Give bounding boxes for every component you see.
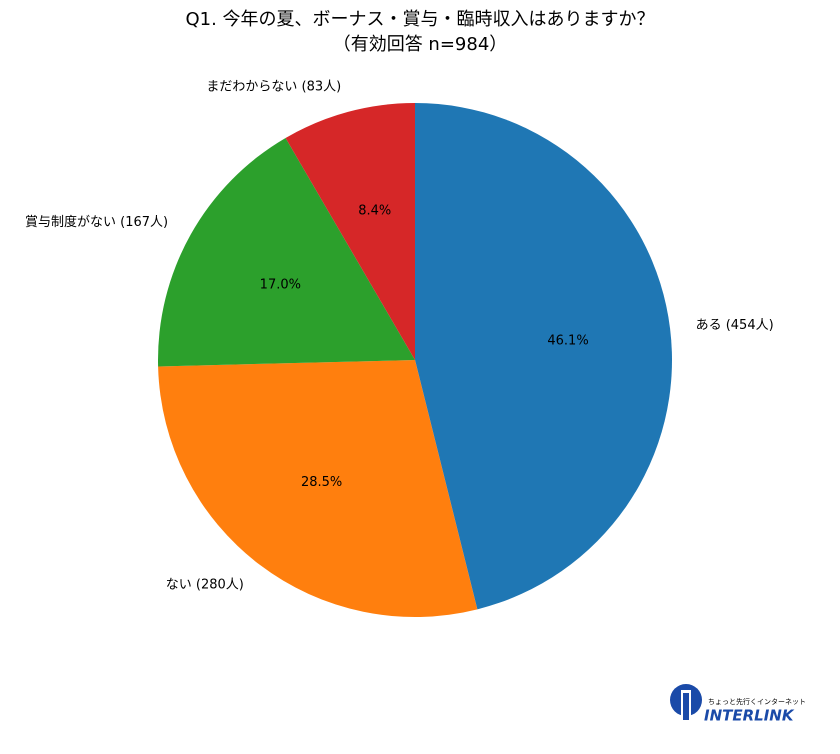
pie-slice (285, 103, 415, 360)
value-label: 17.0% (260, 277, 301, 292)
logo-tagline: ちょっと先行くインターネット (708, 697, 806, 706)
value-label: 8.4% (358, 204, 391, 219)
logo: ちょっと先行くインターネット INTERLINK (670, 684, 806, 725)
logo-name: INTERLINK (704, 707, 795, 725)
pie-slice (415, 103, 672, 610)
value-label: 28.5% (301, 475, 342, 490)
pie-slice (158, 137, 415, 367)
slice-label: ある (454人) (696, 318, 774, 333)
chart-title: Q1. 今年の夏、ボーナス・賞与・臨時収入はありますか？ (185, 9, 654, 30)
logo-mark-bar (683, 693, 689, 720)
slice-label: ない (280人) (166, 577, 244, 592)
pie-slice (158, 360, 478, 617)
slice-label: 賞与制度がない (167人) (25, 214, 168, 230)
value-label: 46.1% (547, 334, 588, 349)
slice-label: まだわからない (83人) (206, 80, 341, 95)
chart-subtitle: （有効回答 n=984） (333, 34, 508, 55)
